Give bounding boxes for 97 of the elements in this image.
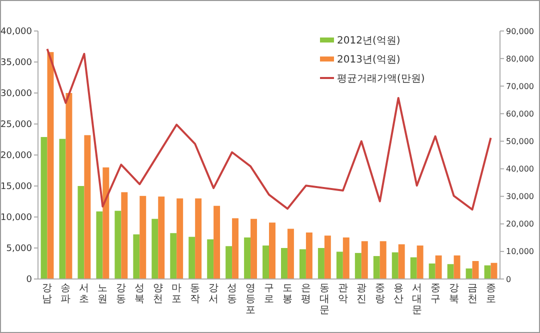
y2-tick-label: 50,000	[506, 137, 534, 146]
bar	[447, 264, 454, 279]
bar	[214, 206, 220, 279]
x-tick-label: 도봉	[282, 283, 292, 305]
y2-tick-label: 20,000	[506, 220, 534, 229]
bar	[410, 257, 417, 279]
bar	[398, 244, 405, 279]
y-tick-label: 15,000	[0, 182, 32, 192]
bar	[96, 211, 103, 279]
legend-label: 2012년(억원)	[337, 36, 400, 46]
bar	[170, 233, 177, 279]
y2-tick-label: 30,000	[506, 192, 534, 202]
bar	[380, 241, 386, 279]
bar	[336, 252, 343, 279]
bar	[299, 249, 306, 279]
y-tick-label: 40,000	[0, 27, 32, 38]
x-tick-label: 용산	[393, 283, 404, 305]
bar	[324, 236, 331, 279]
y2-tick-label: 60,000	[506, 109, 534, 118]
bar	[84, 135, 91, 279]
y-tick-label: 35,000	[0, 58, 32, 68]
bar	[40, 137, 48, 279]
bar	[306, 232, 312, 279]
x-tick-label: 성북	[134, 283, 145, 305]
x-tick-label: 서대문	[412, 283, 422, 316]
y-tick-label: 10,000	[0, 213, 32, 224]
bar	[140, 196, 146, 279]
bar	[158, 196, 165, 279]
legend-label: 2013년(억원)	[337, 54, 400, 66]
x-tick-label: 광진	[356, 283, 366, 305]
x-tick-label: 성동	[227, 283, 238, 305]
y2-tick-label: 80,000	[506, 54, 534, 64]
bar	[361, 241, 368, 279]
bar	[66, 93, 72, 279]
bar	[269, 222, 276, 279]
y2-tick-label: 10,000	[506, 247, 534, 256]
bar	[281, 248, 288, 279]
x-tick-label: 구로	[264, 283, 274, 305]
x-tick-label: 강남	[42, 283, 52, 305]
bar	[262, 246, 269, 279]
x-tick-label: 종로	[486, 283, 496, 305]
bar	[176, 198, 184, 279]
bar	[373, 256, 380, 279]
bar	[188, 236, 196, 279]
legend-label: 평균거래가액(만원)	[337, 74, 425, 84]
bar	[102, 167, 110, 279]
bar	[250, 218, 257, 279]
y2-tick-label: 0	[506, 274, 512, 284]
bar	[133, 234, 140, 279]
x-tick-label: 강북	[448, 283, 459, 305]
bar	[428, 264, 436, 279]
bar	[195, 198, 202, 279]
bar	[244, 237, 251, 279]
x-tick-label: 서초	[79, 283, 90, 305]
bar	[47, 52, 54, 279]
y-tick-label: 30,000	[0, 89, 32, 100]
x-tick-label: 송파	[60, 283, 71, 305]
bar	[354, 252, 362, 279]
x-tick-label: 영등포	[246, 283, 256, 316]
bar	[226, 246, 232, 279]
x-tick-label: 관악	[338, 283, 348, 305]
y2-tick-label: 70,000	[506, 82, 534, 91]
x-tick-label: 양천	[153, 283, 164, 305]
bar	[287, 228, 294, 279]
bar	[114, 210, 122, 279]
bar	[416, 246, 424, 279]
bar	[232, 218, 239, 279]
x-tick-label: 동작	[190, 283, 200, 305]
y-tick-label: 20,000	[0, 151, 32, 162]
x-tick-label: 금천	[467, 283, 478, 305]
x-tick-label: 노원	[98, 283, 108, 305]
bar	[78, 186, 84, 279]
x-tick-label: 강서	[208, 283, 219, 305]
y-tick-label: 0	[26, 275, 32, 286]
y2-tick-label: 90,000	[506, 26, 534, 36]
x-tick-label: 동대문	[319, 283, 330, 316]
bar	[318, 248, 324, 279]
x-tick-label: 마포	[172, 283, 182, 305]
bar	[342, 237, 350, 279]
x-tick-label: 중랑	[374, 283, 385, 305]
y2-tick-label: 40,000	[506, 164, 534, 174]
bar	[121, 192, 128, 279]
bar	[392, 252, 398, 279]
bar	[472, 261, 479, 279]
bar	[466, 268, 472, 279]
bar	[484, 265, 491, 279]
bar	[59, 138, 66, 279]
x-tick-label: 중구	[430, 283, 440, 305]
y-tick-label: 5,000	[6, 244, 32, 254]
x-tick-label: 은평	[300, 283, 311, 305]
bar	[152, 218, 158, 279]
line-series	[46, 48, 492, 211]
bar	[454, 255, 460, 279]
bar	[435, 255, 442, 279]
bar	[207, 239, 214, 279]
y-tick-label: 25,000	[0, 120, 32, 130]
x-tick-label: 강동	[116, 283, 126, 305]
